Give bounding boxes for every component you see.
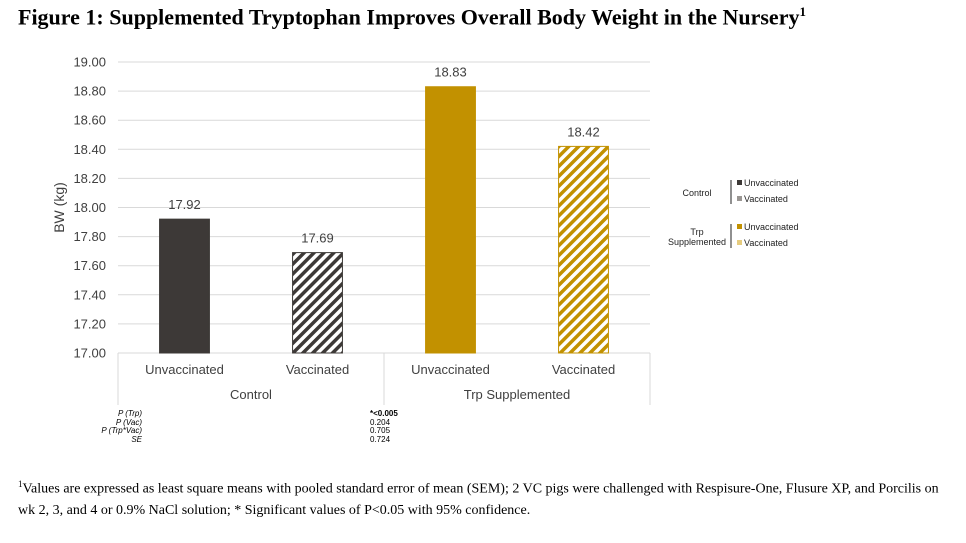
legend-entry-label: Unvaccinated [744,178,799,188]
y-tick-label: 18.80 [73,84,106,99]
footnote-text: Values are expressed as least square mea… [18,481,939,518]
figure-title: Figure 1: Supplemented Tryptophan Improv… [18,4,806,30]
y-tick-label: 19.00 [73,55,106,70]
legend-group-label: Supplemented [668,237,726,247]
legend-swatch [737,240,742,245]
footnote: 1Values are expressed as least square me… [18,474,953,521]
legend-entry-label: Vaccinated [744,238,788,248]
y-tick-label: 17.20 [73,316,106,331]
stat-value: *<0.005 [370,409,398,418]
y-tick-label: 17.60 [73,258,106,273]
stats-values: *<0.005 0.204 0.705 0.724 [370,409,410,444]
x-tick-label: Unvaccinated [411,362,490,377]
bar-chart: 17.00 17.20 17.40 17.60 17.80 18.00 18.20 18.40… [51,55,799,405]
stat-value: 0.705 [370,426,391,435]
legend-group-label: Trp [690,227,703,237]
bar [558,145,609,354]
data-label: 18.83 [434,65,467,80]
y-tick-label: 17.00 [73,346,106,361]
legend-swatch [737,180,742,185]
stat-label: SE [131,434,142,444]
group-label: Control [230,387,272,402]
y-axis-label: BW (kg) [51,182,67,233]
stat-value: 0.204 [370,417,391,427]
stat-label: P (Trp) [118,409,142,418]
data-label: 17.92 [168,197,201,212]
y-tick-label: 17.80 [73,229,106,244]
group-label: Trp Supplemented [464,387,570,402]
stat-label: P (Vac) [115,417,142,427]
y-tick-label: 18.60 [73,113,106,128]
bar [292,252,343,354]
y-tick-label: 18.00 [73,200,106,215]
figure-title-text: Figure 1: Supplemented Tryptophan Improv… [18,4,800,30]
legend-swatch [737,224,742,229]
x-tick-label: Unvaccinated [145,362,224,377]
stats-labels: P (Trp) P (Vac) P (Trp*Vac) SE [90,409,142,444]
bar [425,86,476,354]
y-tick-label: 18.20 [73,171,106,186]
legend-swatch [737,196,742,201]
bar [159,218,210,354]
legend-entry-label: Unvaccinated [744,222,799,232]
legend-group-label: Control [682,188,711,198]
data-label: 18.42 [567,124,600,139]
y-tick-label: 18.40 [73,142,106,157]
data-label: 17.69 [301,231,334,246]
legend-entry-label: Vaccinated [744,194,788,204]
footnote-superscript: 1 [18,479,23,489]
x-tick-label: Vaccinated [286,362,349,377]
y-tick-label: 17.40 [73,287,106,302]
stat-label: P (Trp*Vac) [101,426,142,435]
x-tick-label: Vaccinated [552,362,615,377]
stat-value: 0.724 [370,434,391,444]
figure-title-superscript: 1 [799,4,806,19]
